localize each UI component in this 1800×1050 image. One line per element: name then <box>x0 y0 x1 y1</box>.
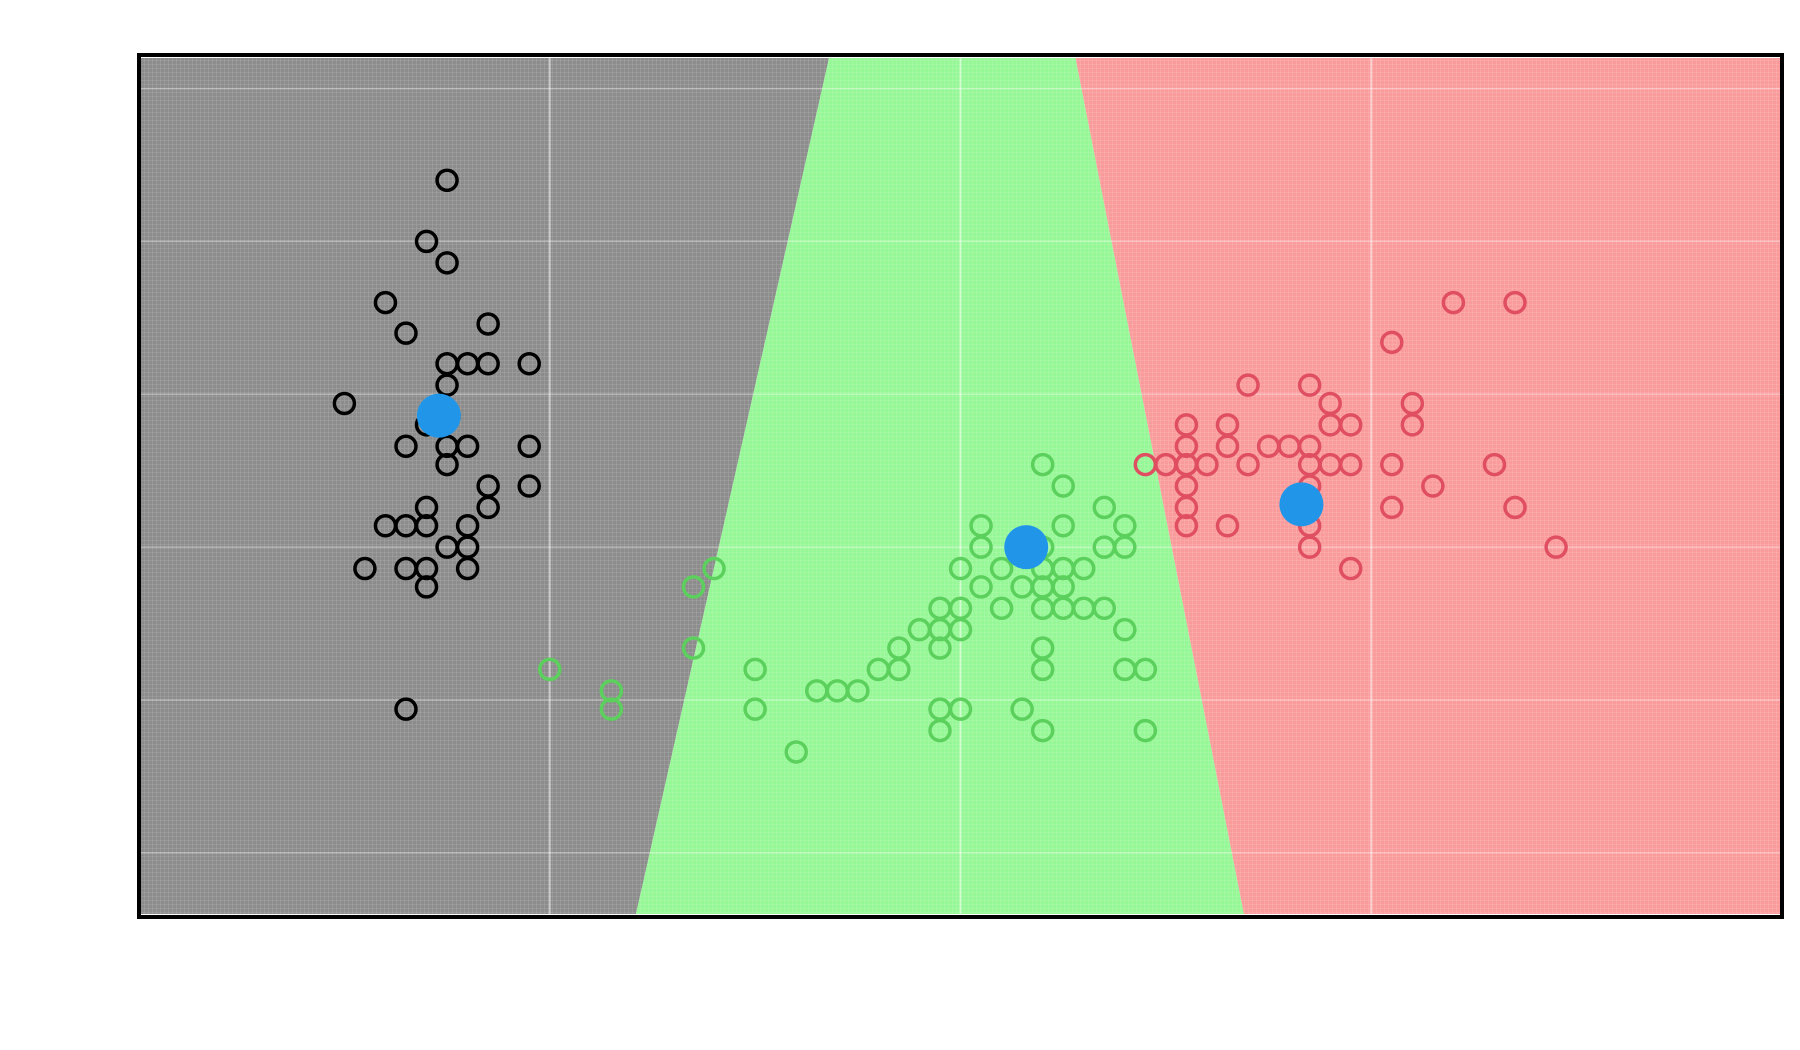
data-points <box>332 168 1568 764</box>
data-point-class-2 <box>1133 452 1158 477</box>
data-point-class-0 <box>455 434 480 459</box>
data-point-class-0 <box>394 321 418 345</box>
data-point-class-2 <box>1215 434 1240 459</box>
data-point-class-2 <box>1400 413 1425 437</box>
data-point-class-0 <box>517 474 541 498</box>
data-point-class-0 <box>476 351 500 376</box>
data-point-class-1 <box>1071 556 1096 581</box>
data-point-class-2 <box>1174 474 1199 498</box>
data-point-class-0 <box>435 168 459 193</box>
data-point-class-2 <box>1338 452 1363 477</box>
data-point-class-2 <box>1195 452 1219 477</box>
data-point-class-1 <box>681 636 706 660</box>
data-point-class-0 <box>414 575 439 599</box>
data-point-class-2 <box>1338 413 1363 437</box>
data-point-class-2 <box>1236 373 1260 397</box>
data-point-class-1 <box>969 513 993 538</box>
data-point-class-2 <box>1380 495 1404 520</box>
data-point-class-1 <box>887 657 911 682</box>
data-point-class-2 <box>1421 474 1445 498</box>
data-point-class-1 <box>1030 718 1055 743</box>
data-point-class-0 <box>435 251 459 275</box>
data-point-class-1 <box>948 617 973 642</box>
centroid-point <box>1279 482 1324 527</box>
data-point-class-1 <box>804 679 829 703</box>
data-point-class-1 <box>928 718 952 743</box>
data-point-class-2 <box>1297 535 1322 559</box>
data-point-class-1 <box>1113 617 1137 642</box>
data-point-class-2 <box>1338 556 1363 581</box>
data-point-class-2 <box>1215 513 1240 538</box>
data-point-class-1 <box>1051 513 1075 538</box>
data-point-class-1 <box>989 596 1014 621</box>
data-point-class-1 <box>948 697 973 721</box>
data-point-class-0 <box>476 312 500 336</box>
data-point-class-1 <box>599 697 624 721</box>
data-point-class-0 <box>435 373 459 397</box>
centroid-point <box>1004 525 1049 570</box>
data-point-class-0 <box>435 452 459 477</box>
data-point-class-0 <box>517 351 541 376</box>
data-point-class-1 <box>743 657 767 682</box>
plot-frame <box>137 53 1784 919</box>
data-point-class-1 <box>1030 657 1055 682</box>
data-point-class-1 <box>743 697 767 721</box>
data-point-class-1 <box>1092 596 1117 621</box>
data-point-class-1 <box>1010 697 1034 721</box>
data-point-class-2 <box>1503 290 1527 315</box>
data-point-class-0 <box>455 556 480 581</box>
data-point-class-0 <box>414 229 439 254</box>
data-point-class-2 <box>1380 452 1404 477</box>
data-point-class-1 <box>969 575 993 599</box>
data-point-class-0 <box>394 434 418 459</box>
data-point-class-1 <box>1010 575 1034 599</box>
data-point-class-1 <box>681 575 706 599</box>
data-point-class-0 <box>332 391 357 416</box>
data-point-class-2 <box>1503 495 1527 520</box>
data-point-class-1 <box>784 740 808 764</box>
data-point-class-1 <box>1092 495 1117 520</box>
data-point-class-1 <box>538 657 562 682</box>
data-point-class-1 <box>928 636 952 660</box>
data-point-class-0 <box>394 697 418 721</box>
data-point-class-1 <box>948 556 973 581</box>
data-point-class-1 <box>1133 657 1158 682</box>
centroid-point <box>416 393 461 438</box>
data-point-class-1 <box>1051 474 1075 498</box>
data-point-class-2 <box>1544 535 1568 559</box>
data-point-class-2 <box>1174 513 1199 538</box>
data-point-class-2 <box>1297 373 1322 397</box>
data-point-class-0 <box>476 495 500 520</box>
data-point-class-2 <box>1482 452 1507 477</box>
data-point-class-1 <box>1030 452 1055 477</box>
data-point-class-0 <box>517 434 541 459</box>
data-point-class-1 <box>1113 535 1137 559</box>
data-point-class-1 <box>702 556 726 581</box>
data-point-class-2 <box>1441 290 1466 315</box>
data-point-class-0 <box>353 556 377 581</box>
data-point-class-2 <box>1236 452 1260 477</box>
data-point-class-2 <box>1380 330 1404 355</box>
data-point-class-1 <box>989 556 1014 581</box>
data-point-class-0 <box>373 290 398 315</box>
data-point-class-1 <box>1133 718 1158 743</box>
data-point-class-0 <box>414 513 439 538</box>
